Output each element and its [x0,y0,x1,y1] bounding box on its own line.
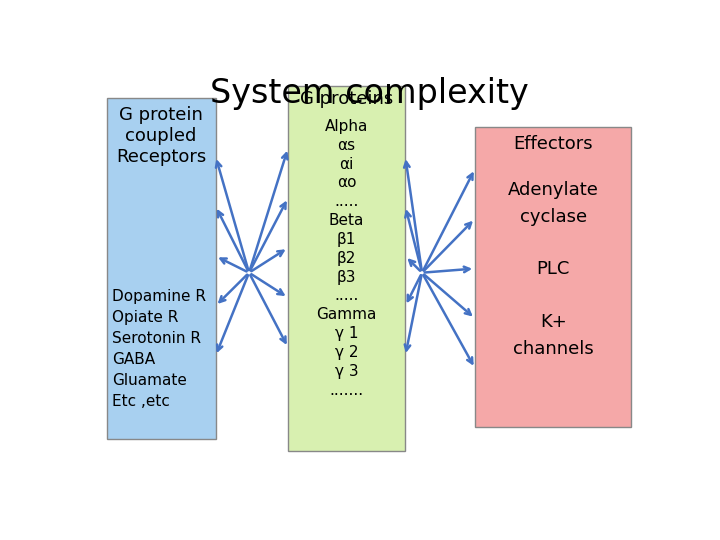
Text: Alpha
αs
αi
αo
.....
Beta
β1
β2
β3
.....
Gamma
γ 1
γ 2
γ 3
.......: Alpha αs αi αo ..... Beta β1 β2 β3 .....… [317,119,377,397]
Text: Adenylate
cyclase

PLC

K+
channels: Adenylate cyclase PLC K+ channels [508,181,598,357]
Text: G proteins: G proteins [300,90,393,108]
Text: Effectors: Effectors [513,136,593,153]
Bar [475,127,631,427]
Bar [288,85,405,451]
Text: G protein
coupled
Receptors: G protein coupled Receptors [116,106,206,166]
Bar [107,98,215,439]
Text: System complexity: System complexity [210,77,528,110]
Text: Dopamine R
Opiate R
Serotonin R
GABA
Gluamate
Etc ,etc: Dopamine R Opiate R Serotonin R GABA Glu… [112,289,207,409]
